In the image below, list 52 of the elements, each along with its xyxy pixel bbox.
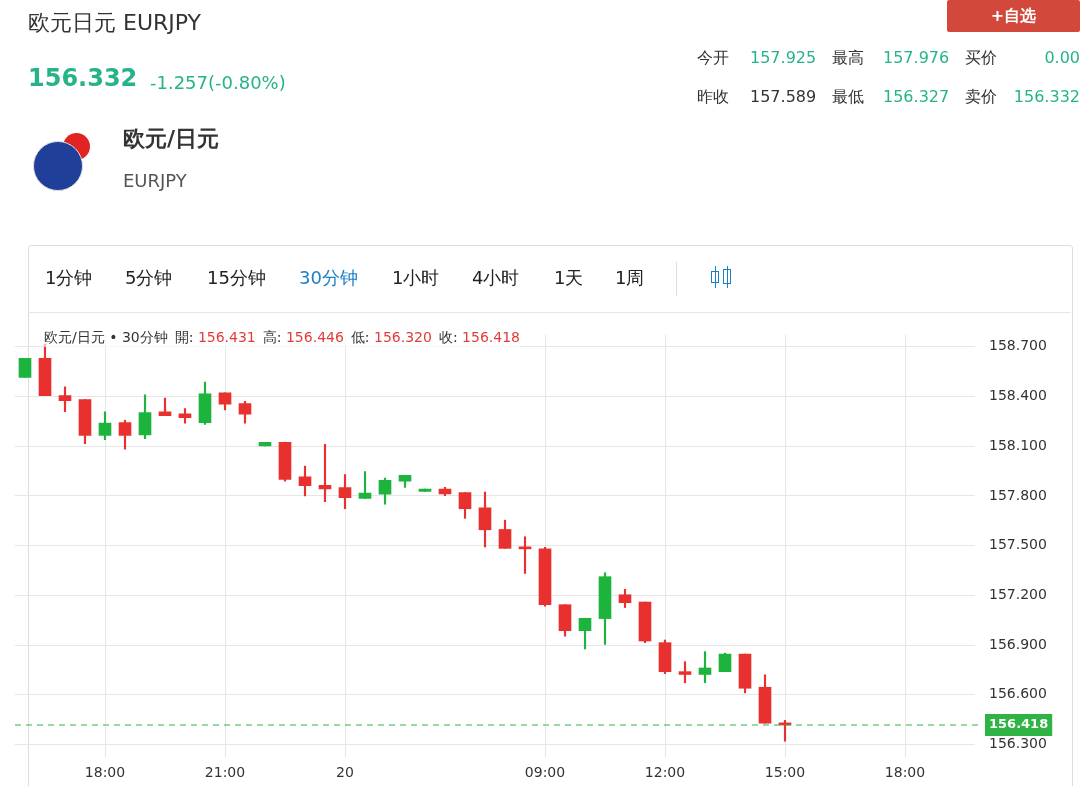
text: 157.589: [750, 87, 817, 106]
annotation: 156.320: [374, 329, 432, 345]
x-tick-label: 18:00: [884, 764, 926, 781]
annotation: 收:: [438, 329, 458, 345]
text: 最低: [832, 87, 864, 108]
text: 昨收: [697, 87, 729, 108]
x-tick-label: 21:00: [204, 764, 246, 781]
x-tick-label: 09:00: [524, 764, 566, 781]
y-tick-label: 156.300: [989, 735, 1047, 752]
y-tick-label: 158.700: [989, 337, 1047, 354]
text: 最高: [832, 48, 864, 69]
text: +自选: [947, 0, 1080, 32]
annotation: 欧元/日元 • 30分钟: [44, 329, 168, 347]
text: 157.925: [750, 48, 817, 67]
text: 欧元/日元: [123, 125, 220, 153]
text: 156.332: [1013, 87, 1080, 106]
text: 156.327: [883, 87, 950, 106]
ref-line-label: 156.418: [989, 716, 1049, 732]
text: 1小时: [392, 266, 440, 290]
text: -1.257(-0.80%): [150, 72, 286, 93]
text: 卖价: [965, 87, 997, 108]
y-tick-label: 156.600: [989, 685, 1047, 702]
text: 1天: [554, 266, 584, 290]
annotation: 156.418: [462, 329, 521, 345]
text: 30分钟: [299, 266, 358, 290]
text: 157.976: [883, 48, 950, 67]
y-tick-label: 157.500: [989, 536, 1047, 553]
y-tick-label: 158.100: [989, 436, 1047, 453]
text: 15分钟: [207, 266, 266, 290]
text: 4小时: [472, 266, 520, 290]
chart-title: 欧元日元 EURJPY: [28, 9, 201, 37]
text: 156.332: [28, 64, 138, 92]
x-tick-label: 15:00: [764, 764, 806, 781]
text: EURJPY: [123, 170, 187, 191]
text: 1周: [615, 266, 645, 290]
text: 1分钟: [45, 266, 93, 290]
annotation: 高:: [262, 329, 282, 345]
x-tick-label: 18:00: [84, 764, 126, 781]
x-tick-label: 12:00: [644, 764, 686, 781]
annotation: 156.431: [197, 329, 256, 345]
x-tick-label: 20: [336, 764, 354, 781]
annotation: 156.446: [285, 329, 344, 345]
text: 买价: [965, 48, 997, 69]
annotation: 開:: [174, 329, 194, 345]
text: 今开: [697, 48, 729, 69]
y-tick-label: 158.400: [989, 387, 1047, 404]
y-tick-label: 157.800: [989, 486, 1047, 503]
annotation: 低:: [350, 329, 370, 345]
y-tick-label: 156.900: [989, 635, 1047, 652]
y-tick-label: 157.200: [989, 586, 1047, 603]
text: 0.00: [1044, 48, 1080, 67]
text: 5分钟: [125, 266, 173, 290]
